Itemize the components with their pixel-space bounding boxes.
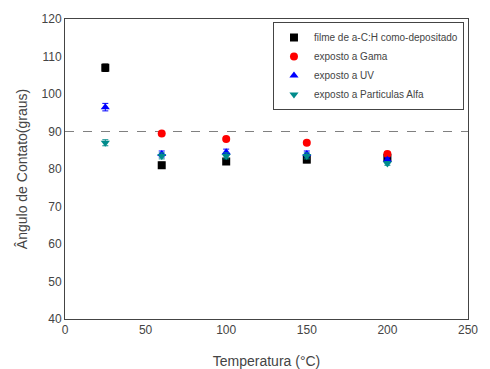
svg-text:filme de a-C:H como-depositado: filme de a-C:H como-depositado — [314, 32, 458, 43]
svg-text:100: 100 — [42, 87, 62, 101]
svg-text:0: 0 — [62, 323, 69, 337]
svg-text:60: 60 — [48, 237, 62, 251]
svg-text:70: 70 — [48, 200, 62, 214]
svg-text:Temperatura (°C): Temperatura (°C) — [213, 353, 321, 369]
svg-text:40: 40 — [48, 312, 62, 326]
svg-text:120: 120 — [42, 12, 62, 26]
svg-text:Ângulo de Contato(graus): Ângulo de Contato(graus) — [14, 89, 30, 249]
svg-text:50: 50 — [139, 323, 153, 337]
svg-text:100: 100 — [216, 323, 236, 337]
svg-text:50: 50 — [48, 275, 62, 289]
svg-text:exposto a Particulas Alfa: exposto a Particulas Alfa — [314, 89, 424, 100]
svg-text:110: 110 — [42, 50, 61, 64]
svg-text:90: 90 — [48, 125, 62, 139]
svg-text:exposto a UV: exposto a UV — [314, 70, 374, 81]
svg-text:80: 80 — [48, 162, 62, 176]
svg-text:200: 200 — [377, 323, 397, 337]
svg-text:250: 250 — [458, 323, 478, 337]
svg-text:150: 150 — [297, 323, 317, 337]
svg-text:exposto a Gama: exposto a Gama — [314, 51, 388, 62]
